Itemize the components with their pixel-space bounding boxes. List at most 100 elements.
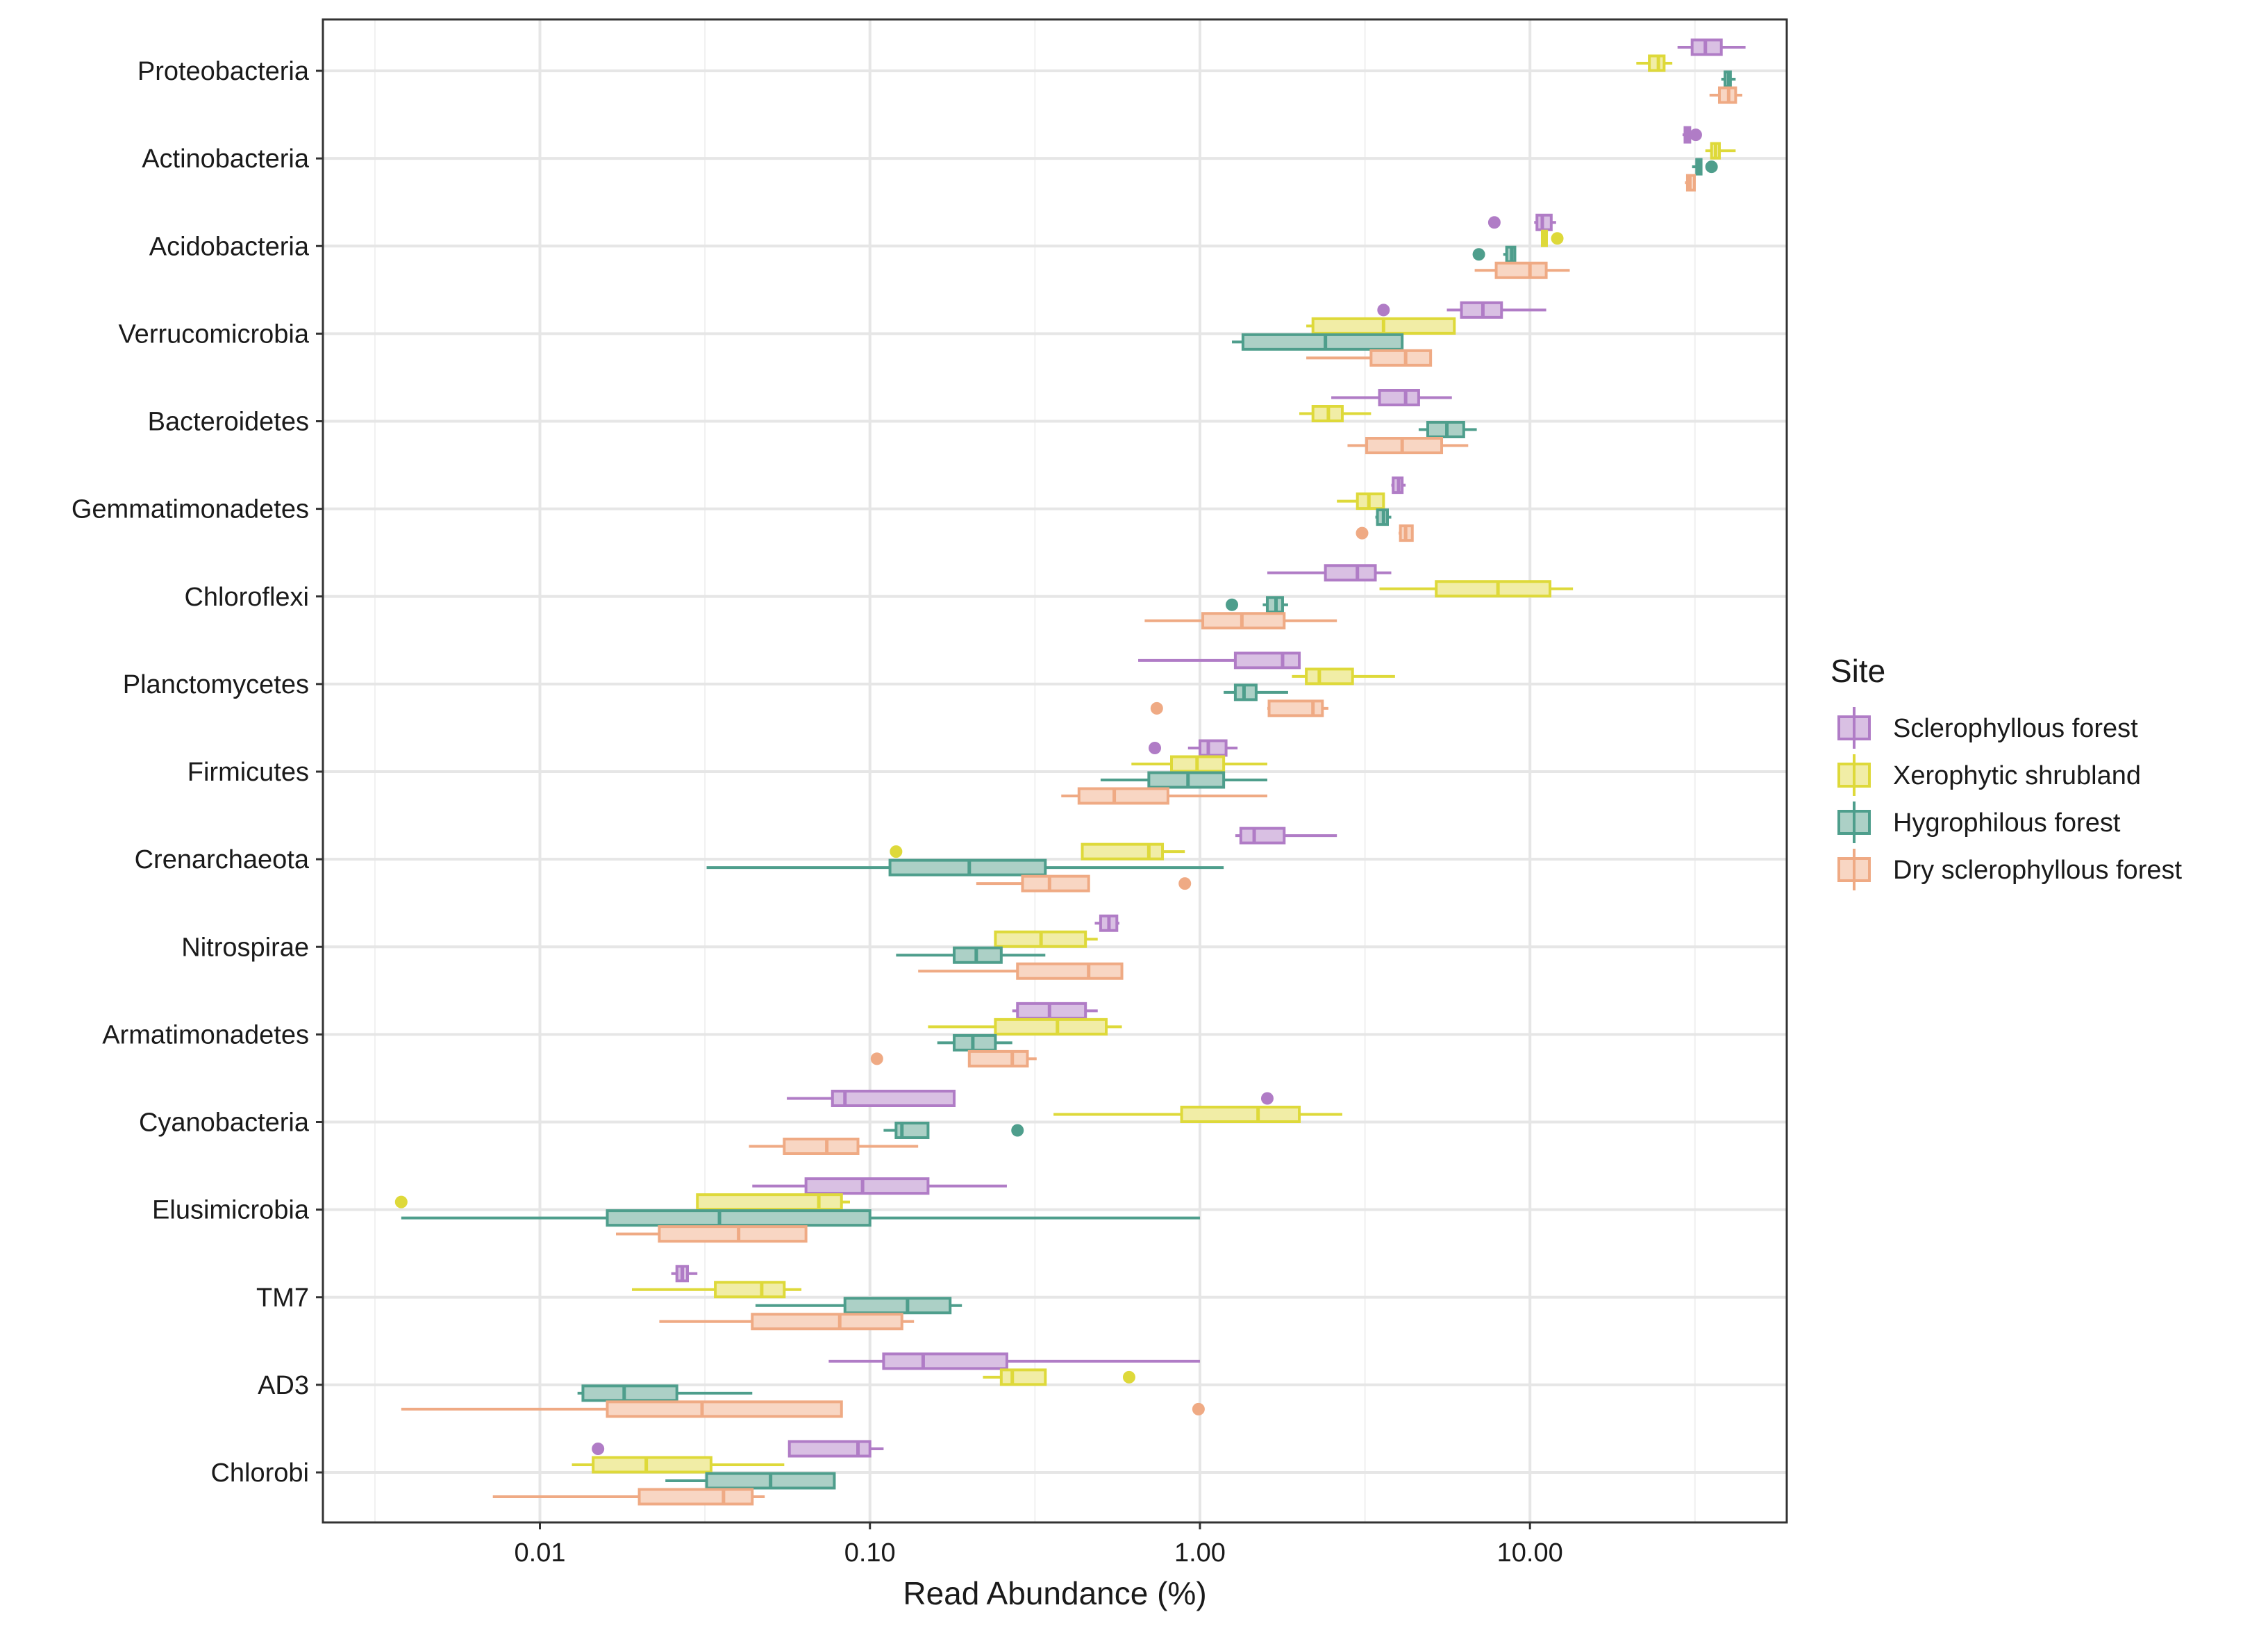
box-group [983, 1368, 1135, 1386]
outlier-point [1011, 1124, 1024, 1137]
outlier-point [890, 845, 903, 858]
box [787, 1440, 872, 1458]
y-tick-label: Armatimonadetes [102, 1020, 309, 1049]
box-group [1224, 683, 1288, 701]
outlier-point [1226, 598, 1239, 611]
box-group [1418, 421, 1477, 438]
legend-label: Sclerophyllous forest [1893, 714, 2138, 743]
box [1535, 213, 1553, 231]
box-group [1337, 492, 1385, 510]
box [1081, 842, 1165, 861]
outlier-point [592, 1443, 605, 1455]
y-tick-label: Planctomycetes [123, 670, 309, 699]
box-group [1100, 771, 1267, 789]
box [953, 1033, 997, 1052]
box-group [706, 858, 1224, 877]
box-group [1235, 827, 1337, 845]
box-group [1267, 564, 1392, 582]
outlier-point [1192, 1402, 1205, 1415]
box [1267, 699, 1324, 717]
box-group [918, 962, 1124, 980]
outlier-point [1149, 742, 1162, 754]
box-group [1150, 699, 1328, 717]
legend-item: Xerophytic shrubland [1837, 754, 2141, 796]
box [783, 1138, 860, 1155]
outlier-point [1705, 160, 1718, 174]
box-group [1356, 524, 1414, 542]
outlier-point [1689, 128, 1702, 142]
box-group [1705, 142, 1736, 160]
box-group [1487, 213, 1556, 231]
box [606, 1400, 843, 1418]
box-group [1375, 508, 1392, 526]
box [1369, 349, 1433, 367]
box-group [1012, 1002, 1098, 1020]
outlier-point [1122, 1370, 1135, 1384]
box-group [492, 1488, 765, 1506]
box-group [1379, 580, 1574, 598]
legend-title: Site [1831, 653, 1885, 689]
box [882, 1352, 1008, 1370]
outlier-point [394, 1195, 408, 1208]
box [1077, 787, 1169, 805]
box [581, 1384, 678, 1402]
outlier-point [1551, 232, 1564, 245]
box-group [1053, 1106, 1342, 1123]
y-tick-label: Chlorobi [210, 1459, 309, 1488]
box-group [401, 1400, 1205, 1418]
box-group [976, 874, 1192, 892]
box [1233, 651, 1301, 670]
grid-layer [323, 19, 1787, 1522]
box-group [1149, 739, 1238, 757]
box [967, 1049, 1029, 1068]
box-group [1391, 476, 1406, 495]
outlier-point [1260, 1092, 1274, 1105]
y-tick-label: Actinobacteria [142, 144, 310, 174]
box-group [1377, 301, 1546, 319]
box-group [896, 946, 1046, 964]
box-group [1226, 596, 1288, 614]
y-tick-label: Gemmatimonadetes [72, 495, 309, 524]
box [1180, 1106, 1301, 1123]
box [894, 1122, 930, 1139]
box [1147, 771, 1226, 789]
box-group [870, 1049, 1037, 1068]
x-tick-label: 0.01 [515, 1538, 566, 1568]
box-group [787, 1090, 1274, 1107]
x-tick-label: 1.00 [1174, 1538, 1226, 1568]
box-group [1232, 333, 1404, 351]
box-group [1347, 437, 1469, 454]
y-axis: Proteobacteria Actinobacteria Acidobacteri… [72, 57, 323, 1488]
box-group [1306, 349, 1433, 367]
legend-label: Xerophytic shrubland [1893, 761, 2141, 790]
box-group [1540, 229, 1564, 247]
box-group [1636, 54, 1673, 72]
box-group [572, 1456, 785, 1474]
box-group [1682, 126, 1702, 144]
box [1494, 261, 1548, 279]
box [658, 1225, 808, 1243]
box-group [1094, 914, 1119, 932]
box-group [994, 930, 1098, 948]
box [1324, 564, 1377, 582]
y-tick-label: AD3 [258, 1371, 309, 1400]
x-axis-title: Read Abundance (%) [903, 1575, 1206, 1611]
box [831, 1090, 956, 1107]
box [1016, 1002, 1087, 1020]
box-group [1299, 405, 1371, 422]
box-group [1138, 651, 1301, 670]
y-tick-label: Elusimicrobia [152, 1196, 310, 1225]
y-tick-label: Verrucomicrobia [118, 319, 309, 349]
legend-label: Dry sclerophyllous forest [1893, 856, 2182, 885]
box [714, 1281, 786, 1299]
box-group [828, 1352, 1200, 1370]
box [843, 1297, 952, 1315]
box-group [752, 1177, 1007, 1195]
y-tick-label: Acidobacteria [149, 232, 310, 261]
outlier-point [1178, 877, 1192, 890]
box-group [1472, 245, 1517, 263]
outlier-point [1472, 248, 1485, 261]
box-group [1677, 38, 1746, 56]
